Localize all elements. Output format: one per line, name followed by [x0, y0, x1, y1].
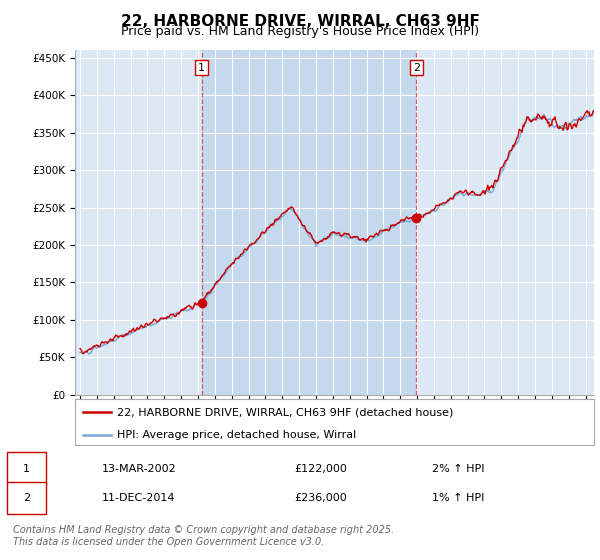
Text: 22, HARBORNE DRIVE, WIRRAL, CH63 9HF (detached house): 22, HARBORNE DRIVE, WIRRAL, CH63 9HF (de…: [116, 407, 453, 417]
Text: 2: 2: [413, 63, 420, 73]
Text: £236,000: £236,000: [294, 493, 347, 503]
Text: 2: 2: [23, 493, 30, 503]
Text: Price paid vs. HM Land Registry's House Price Index (HPI): Price paid vs. HM Land Registry's House …: [121, 25, 479, 38]
Text: 22, HARBORNE DRIVE, WIRRAL, CH63 9HF: 22, HARBORNE DRIVE, WIRRAL, CH63 9HF: [121, 14, 479, 29]
Bar: [202, 50, 416, 395]
Text: HPI: Average price, detached house, Wirral: HPI: Average price, detached house, Wirr…: [116, 430, 356, 440]
Text: 1% ↑ HPI: 1% ↑ HPI: [432, 493, 484, 503]
Text: Contains HM Land Registry data © Crown copyright and database right 2025.
This d: Contains HM Land Registry data © Crown c…: [13, 525, 394, 547]
Text: 1: 1: [198, 63, 205, 73]
Text: £122,000: £122,000: [294, 464, 347, 474]
Text: 11-DEC-2014: 11-DEC-2014: [102, 493, 176, 503]
Text: 1: 1: [23, 464, 30, 474]
Text: 13-MAR-2002: 13-MAR-2002: [102, 464, 177, 474]
Text: 2% ↑ HPI: 2% ↑ HPI: [432, 464, 485, 474]
